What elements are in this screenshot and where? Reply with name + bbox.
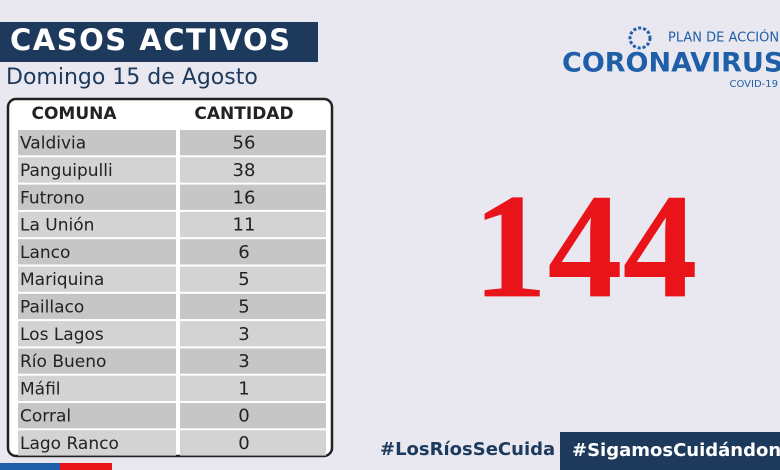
comuna: Corral [20, 407, 71, 427]
row-bg [18, 348, 176, 374]
cantidad: 0 [238, 433, 249, 454]
total: 144 [473, 163, 698, 329]
cantidad: 3 [238, 351, 249, 372]
cantidad: 5 [238, 296, 249, 317]
row-bg [18, 211, 176, 238]
cantidad: 11 [233, 215, 256, 236]
table-row: Mariquina 5 [18, 266, 326, 292]
footer-bar [60, 463, 112, 470]
table-row: Máfil 1 [18, 375, 326, 401]
table-row: La Unión 11 [18, 211, 326, 238]
hashtag: #LosRíosSeCuida [380, 439, 555, 460]
table-row: Lago Ranco 0 [18, 430, 326, 456]
comuna: Los Lagos [20, 325, 104, 345]
table-row: Los Lagos 3 [18, 321, 326, 347]
row-bg [180, 157, 326, 183]
row-bg [180, 211, 326, 238]
row-bg [180, 430, 326, 456]
logo-main: CORONAVIRUS [562, 48, 780, 79]
comuna: Máfil [20, 379, 61, 399]
comuna: Río Bueno [20, 352, 106, 372]
cantidad: 1 [238, 378, 249, 399]
row-bg [180, 403, 326, 429]
title-box [0, 22, 318, 62]
comuna: Lanco [20, 243, 70, 263]
comuna: Paillaco [20, 297, 84, 317]
table-row: Valdivia 56 [18, 130, 326, 156]
row-bg [18, 130, 176, 156]
cantidad: 0 [238, 406, 249, 427]
row-bg [18, 157, 176, 183]
title: CASOS ACTIVOS [10, 23, 292, 57]
row-bg [18, 403, 176, 429]
table-row: Futrono 16 [18, 184, 326, 210]
table-row: Lanco 6 [18, 239, 326, 265]
cantidad: 3 [238, 324, 249, 345]
table-row: Paillaco 5 [18, 293, 326, 320]
hashtag-box [560, 432, 780, 470]
row-bg [180, 293, 326, 320]
subtitle: Domingo 15 de Agosto [6, 65, 258, 90]
cantidad: 16 [233, 187, 256, 208]
logo-sub: COVID-19 [729, 79, 778, 90]
row-bg [180, 266, 326, 292]
table-row: Río Bueno 3 [18, 348, 326, 374]
footer-bar [0, 463, 60, 470]
cantidad: 38 [233, 160, 256, 181]
comuna: Futrono [20, 188, 84, 208]
row-bg [180, 375, 326, 401]
row-bg [180, 321, 326, 347]
row-bg [18, 293, 176, 320]
comuna: Mariquina [20, 270, 104, 290]
cantidad: 6 [238, 242, 249, 263]
cantidad: 5 [238, 269, 249, 290]
logo-icon [628, 26, 652, 50]
logo: PLAN DE ACCIÓN CORONAVIRUS COVID-19 [562, 26, 780, 90]
cantidad: 56 [233, 133, 256, 154]
row-bg [18, 184, 176, 210]
row-bg [18, 375, 176, 401]
row-bg [180, 130, 326, 156]
logo-top: PLAN DE ACCIÓN [668, 30, 779, 46]
comuna: Lago Ranco [20, 434, 119, 454]
table-row: Panguipulli 38 [18, 157, 326, 183]
row-bg [18, 430, 176, 456]
row-bg [180, 184, 326, 210]
row-bg [180, 239, 326, 265]
column-header: CANTIDAD [194, 104, 293, 124]
comuna: La Unión [20, 216, 94, 236]
hashtag: #SigamosCuidándono [572, 440, 780, 461]
row-bg [180, 348, 326, 374]
comuna: Valdivia [20, 134, 86, 154]
row-bg [18, 239, 176, 265]
table-row: Corral 0 [18, 403, 326, 429]
comuna: Panguipulli [20, 161, 113, 181]
column-header: COMUNA [31, 104, 117, 124]
row-bg [18, 321, 176, 347]
row-bg [18, 266, 176, 292]
